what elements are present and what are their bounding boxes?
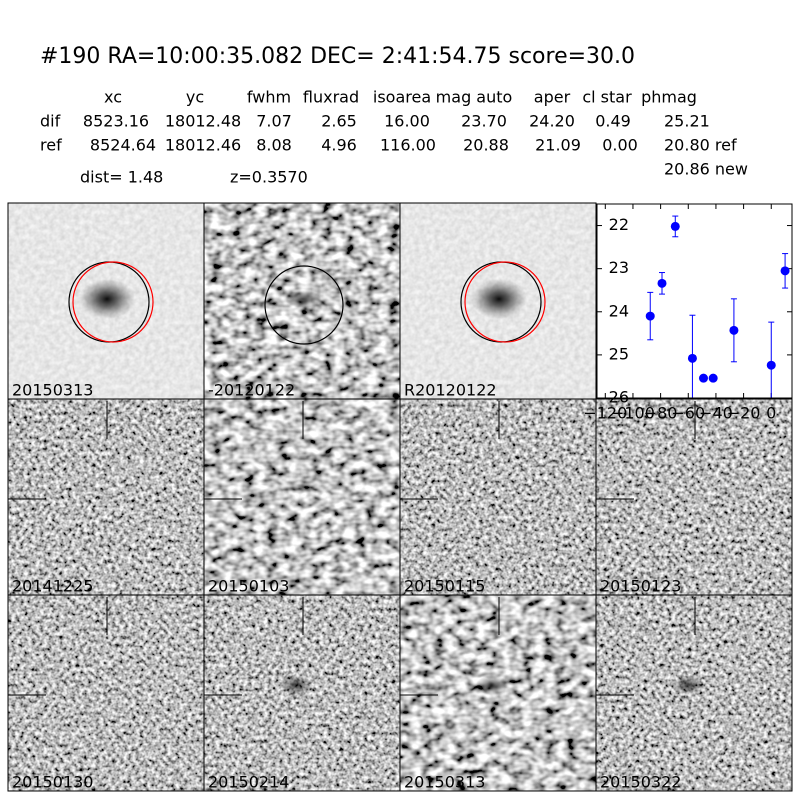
y-tick-label: 24 [609, 301, 629, 320]
stamp-label: 20141225 [12, 577, 93, 596]
column-header: fwhm [247, 88, 291, 107]
cell: 18012.46 [165, 136, 241, 155]
cell: 7.07 [256, 112, 292, 131]
cell: 2.65 [321, 112, 357, 131]
stamp-label: 20150322 [600, 773, 681, 792]
point [670, 221, 680, 231]
cell: 8524.64 [90, 136, 156, 155]
stamp-image [596, 399, 792, 595]
y-tick-label: 25 [609, 344, 629, 363]
row-label: dif [40, 112, 61, 131]
point [657, 278, 667, 288]
x-tick-label: −100 [611, 404, 655, 423]
point [780, 266, 790, 276]
stamp-label: 20150115 [404, 577, 485, 596]
column-header: fluxrad [303, 88, 359, 107]
source [672, 675, 704, 695]
cell: 116.00 [380, 136, 436, 155]
column-header: aper [534, 88, 571, 107]
redshift: z=0.3570 [230, 168, 308, 187]
plot-bg [597, 204, 792, 398]
x-tick-label: −80 [644, 404, 678, 423]
point [687, 353, 697, 363]
row-label: ref [40, 136, 62, 155]
column-header: cl star [582, 88, 632, 107]
cell: 18012.48 [165, 112, 241, 131]
point [698, 373, 708, 383]
x-tick-label: −40 [699, 404, 733, 423]
y-tick-label: 23 [609, 258, 629, 277]
source [471, 279, 527, 319]
source [280, 675, 312, 695]
aperture-ref [464, 261, 546, 343]
stamp-image [8, 595, 204, 791]
stamp-image [204, 399, 400, 595]
cell: 25.21 [664, 112, 710, 131]
stamp-label: 20150123 [600, 577, 681, 596]
x-tick-label: −120 [583, 404, 627, 423]
cell: 20.80 ref [664, 136, 737, 155]
points [645, 215, 790, 398]
x-tick-label: −60 [671, 404, 705, 423]
point [645, 311, 655, 321]
cell: 8.08 [256, 136, 292, 155]
stamps: 20150313 -20120122 R20120122 20141225 201501… [7, 202, 793, 792]
column-header: yc [186, 88, 204, 107]
aperture-ref [72, 261, 154, 343]
cell: 8523.16 [83, 112, 149, 131]
cell: 24.20 [529, 112, 575, 131]
column-header: isoarea [373, 88, 431, 107]
cell: 0.00 [602, 136, 638, 155]
stamp-label: 20150214 [208, 773, 289, 792]
column-header: mag auto [436, 88, 513, 107]
plot-frame [596, 203, 793, 399]
stamp-label: 20150313 [404, 773, 485, 792]
source [285, 290, 321, 308]
x-tick-label: −20 [727, 404, 761, 423]
stamp-label: 20150103 [208, 577, 289, 596]
stamp-image [8, 399, 204, 595]
y-tick-label: 22 [609, 215, 629, 234]
light-curve: 22 23 24 25 26−120−100−80−60−40−20 0 [583, 203, 793, 423]
phmag-new: 20.86 new [664, 160, 748, 179]
x-tick-label: 0 [766, 404, 776, 423]
cell: 21.09 [535, 136, 581, 155]
column-header: xc [104, 88, 122, 107]
aperture [264, 265, 344, 345]
stamp-image [400, 399, 596, 595]
stamp-label: 20150130 [12, 773, 93, 792]
point [729, 325, 739, 335]
source [476, 675, 508, 695]
column-header: phmag [641, 88, 697, 107]
point [766, 360, 776, 370]
stamp-label: 20150313 [12, 381, 93, 400]
stamp-frame [595, 594, 793, 792]
cell: 20.88 [463, 136, 509, 155]
stamp-label: -20120122 [208, 381, 295, 400]
cell: 16.00 [384, 112, 430, 131]
cell: 23.70 [461, 112, 507, 131]
point [708, 373, 718, 383]
cell: 0.49 [595, 112, 631, 131]
dist: dist= 1.48 [80, 168, 163, 187]
cell: 4.96 [321, 136, 357, 155]
y-tick-label: 26 [609, 388, 629, 407]
table: xc yc fwhm fluxrad isoarea mag auto aper cl sta… [40, 88, 737, 155]
source [79, 279, 135, 319]
stamp-label: R20120122 [404, 381, 497, 400]
title: #190 RA=10:00:35.082 DEC= 2:41:54.75 sco… [40, 44, 635, 69]
